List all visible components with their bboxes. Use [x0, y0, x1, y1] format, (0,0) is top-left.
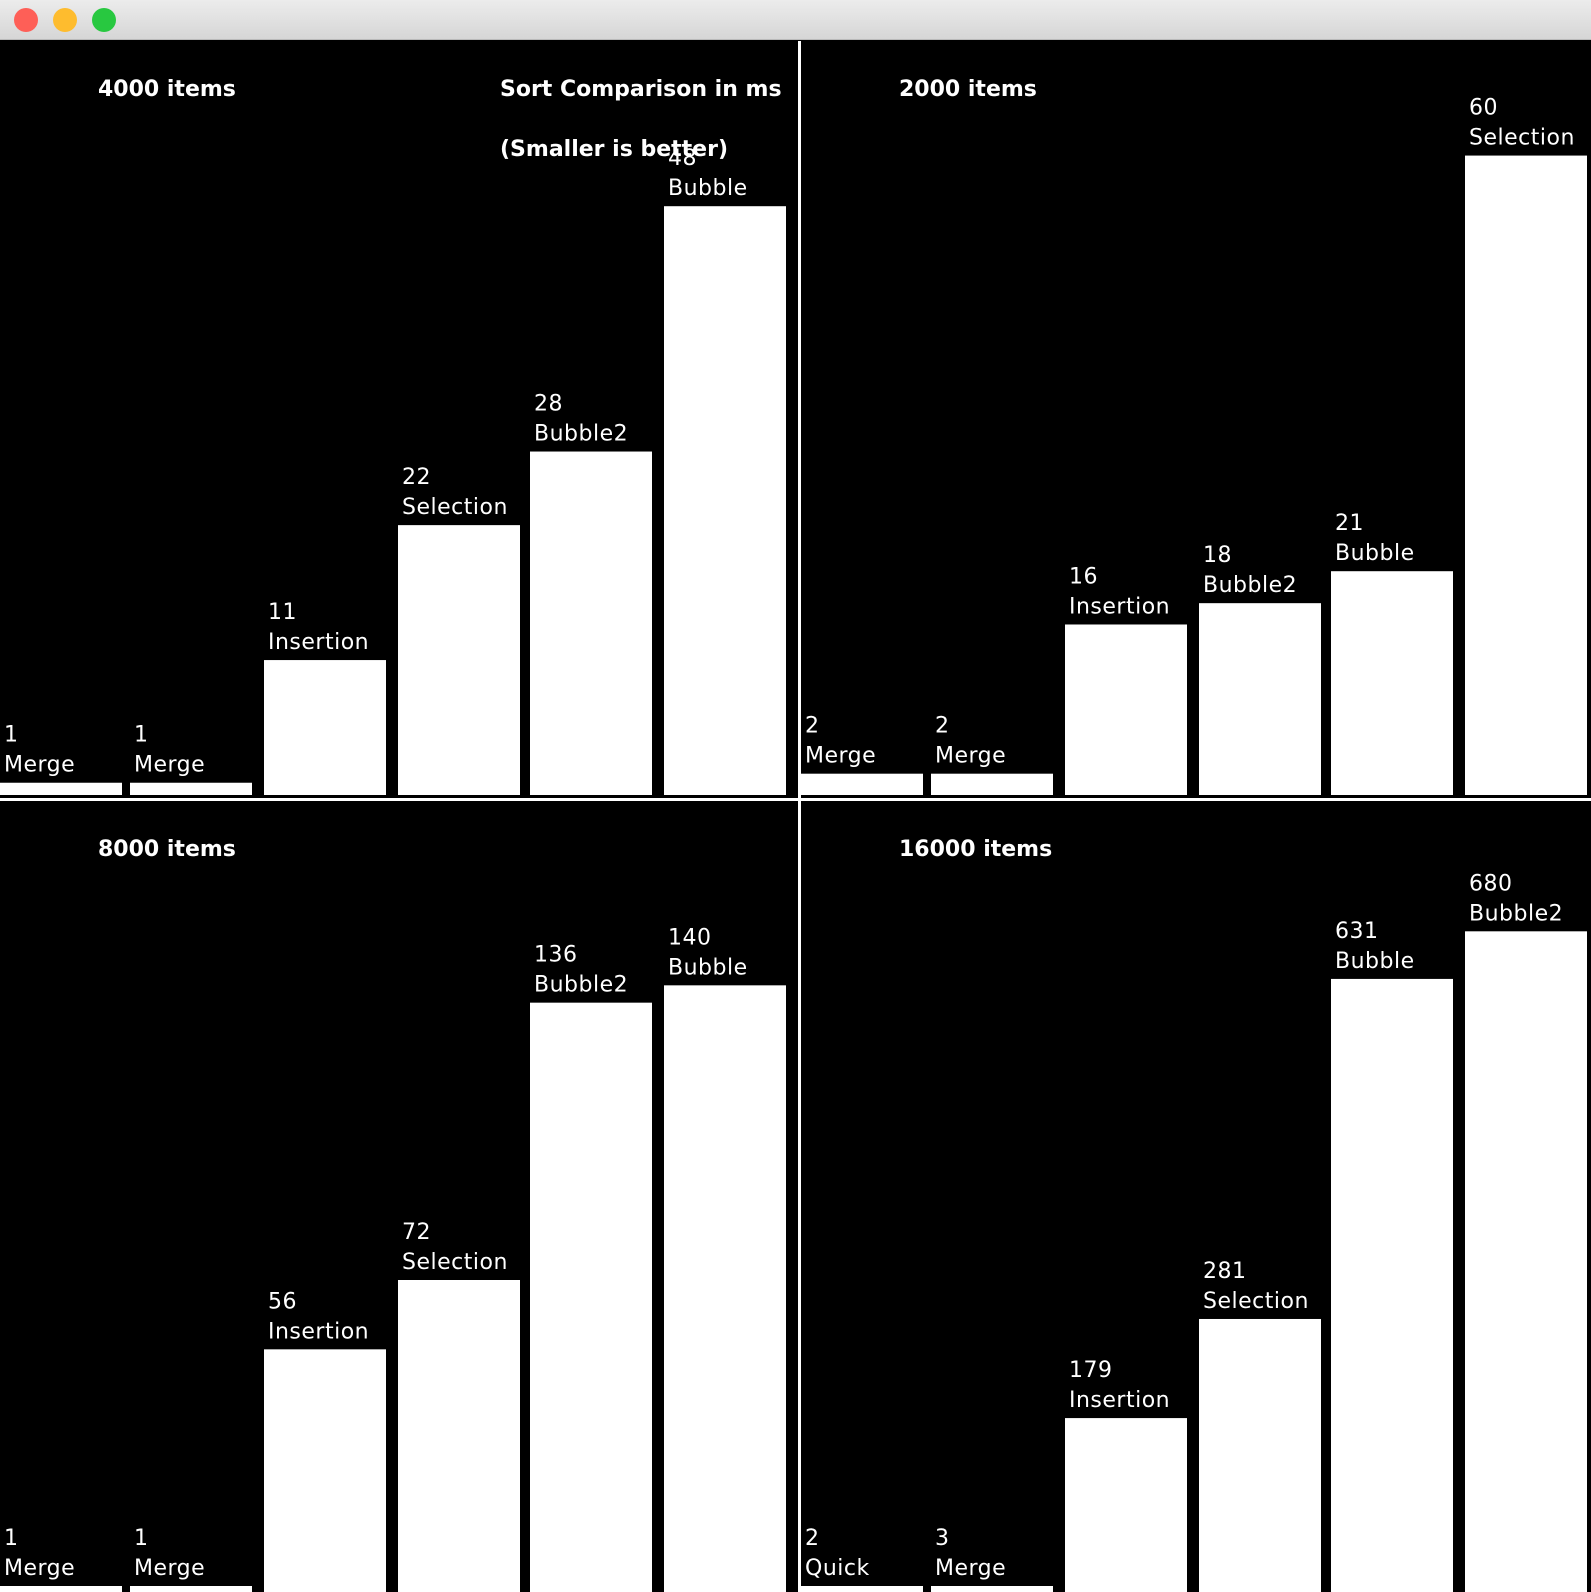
- bar-category-label: Bubble2: [1203, 573, 1297, 598]
- chart-panel-8000: 8000 items 1 Merge 1 Merge 56 Insertion 72 Selec…: [0, 801, 798, 1592]
- bar-quick: [801, 1586, 923, 1592]
- bar-category-label: Selection: [1469, 126, 1575, 151]
- maximize-window-button[interactable]: [92, 8, 116, 32]
- close-window-button[interactable]: [14, 8, 38, 32]
- bar-value-label: 48: [668, 146, 697, 171]
- bar-bubble2: [530, 451, 652, 795]
- bar-merge: [0, 1586, 122, 1592]
- bar-category-label: Bubble: [668, 176, 748, 201]
- bar-value-label: 179: [1069, 1358, 1113, 1383]
- bar-value-label: 2: [935, 714, 950, 739]
- bar-merge: [931, 773, 1053, 795]
- chart-canvas: [0, 41, 1591, 1592]
- chart-panel-16000: 16000 items 2 Quick 3 Merge 179 Insertion 281 Se…: [801, 801, 1591, 1592]
- bar-category-label: Merge: [134, 753, 205, 778]
- bar-value-label: 18: [1203, 543, 1232, 568]
- bar-value-label: 281: [1203, 1259, 1247, 1284]
- bar-category-label: Selection: [1203, 1289, 1309, 1314]
- chart-title: 8000 items: [98, 837, 236, 862]
- chart-4000-svg: 4000 items 1 Merge 1 Merge 11 Insertion 22 Selec…: [0, 77, 786, 795]
- bar-value-label: 140: [668, 925, 712, 950]
- bar-category-label: Merge: [935, 1556, 1006, 1581]
- bar-category-label: Merge: [4, 753, 75, 778]
- vertical-divider: [798, 41, 801, 1592]
- chart-title: 4000 items: [98, 77, 236, 102]
- bar-bubble: [664, 985, 786, 1592]
- bar-value-label: 22: [402, 465, 431, 490]
- bar-value-label: 2: [805, 1526, 820, 1551]
- bar-merge: [931, 1586, 1053, 1592]
- chart-8000-svg: 8000 items 1 Merge 1 Merge 56 Insertion 72 Selec…: [0, 837, 786, 1592]
- bar-bubble: [1331, 571, 1453, 795]
- bar-value-label: 136: [534, 943, 578, 968]
- bar-value-label: 1: [4, 1526, 19, 1551]
- bar-selection: [1199, 1318, 1321, 1592]
- bar-category-label: Quick: [805, 1556, 870, 1581]
- bar-category-label: Merge: [4, 1556, 75, 1581]
- chart-panel-4000: 4000 items 1 Merge 1 Merge 11 Insertion 22 Selec…: [0, 41, 798, 798]
- bar-value-label: 1: [4, 723, 19, 748]
- bar-category-label: Bubble: [1335, 949, 1415, 974]
- bar-category-label: Merge: [805, 744, 876, 769]
- bar-merge: [0, 782, 122, 795]
- bar-insertion: [264, 1349, 386, 1592]
- bar-category-label: Bubble: [668, 955, 748, 980]
- bar-selection: [398, 525, 520, 795]
- chart-title: 16000 items: [899, 837, 1052, 862]
- bar-category-label: Insertion: [1069, 1388, 1170, 1413]
- bar-merge: [130, 1586, 252, 1592]
- bar-category-label: Merge: [134, 1556, 205, 1581]
- bar-category-label: Bubble2: [1469, 901, 1563, 926]
- bar-value-label: 11: [268, 600, 297, 625]
- bar-category-label: Insertion: [268, 1319, 369, 1344]
- chart-panel-2000: 2000 items 2 Merge 2 Merge 16 Insertion 18 Bubbl…: [801, 41, 1591, 798]
- bar-value-label: 16: [1069, 564, 1098, 589]
- bar-bubble2: [1199, 603, 1321, 795]
- bar-value-label: 680: [1469, 871, 1513, 896]
- bar-category-label: Bubble: [1335, 541, 1415, 566]
- chart-subheading: (Smaller is better): [500, 137, 728, 162]
- bar-category-label: Insertion: [1069, 594, 1170, 619]
- chart-16000-svg: 16000 items 2 Quick 3 Merge 179 Insertion 281 Se…: [801, 837, 1587, 1592]
- bar-bubble2: [1465, 931, 1587, 1592]
- bar-value-label: 2: [805, 714, 820, 739]
- bar-value-label: 56: [268, 1289, 297, 1314]
- bar-value-label: 1: [134, 1526, 149, 1551]
- bar-category-label: Selection: [402, 495, 508, 520]
- bar-category-label: Merge: [935, 744, 1006, 769]
- chart-title: 2000 items: [899, 77, 1037, 102]
- bar-value-label: 60: [1469, 96, 1498, 121]
- horizontal-divider: [0, 798, 1591, 801]
- chart-heading: Sort Comparison in ms: [500, 77, 782, 102]
- bar-bubble: [664, 206, 786, 795]
- bar-selection: [1465, 155, 1587, 796]
- bar-category-label: Bubble2: [534, 422, 628, 447]
- bar-insertion: [264, 660, 386, 795]
- minimize-window-button[interactable]: [53, 8, 77, 32]
- bar-insertion: [1065, 624, 1187, 795]
- bar-value-label: 28: [534, 392, 563, 417]
- bar-value-label: 631: [1335, 919, 1379, 944]
- bar-merge: [801, 773, 923, 795]
- bar-category-label: Selection: [402, 1250, 508, 1275]
- bar-value-label: 3: [935, 1526, 950, 1551]
- bar-insertion: [1065, 1418, 1187, 1592]
- bar-selection: [398, 1280, 520, 1592]
- window-titlebar: [0, 0, 1591, 40]
- bar-merge: [130, 782, 252, 795]
- bar-value-label: 1: [134, 723, 149, 748]
- bar-category-label: Bubble2: [534, 973, 628, 998]
- bar-bubble: [1331, 978, 1453, 1592]
- bar-value-label: 21: [1335, 511, 1364, 536]
- bar-category-label: Insertion: [268, 630, 369, 655]
- bar-bubble2: [530, 1002, 652, 1592]
- chart-2000-svg: 2000 items 2 Merge 2 Merge 16 Insertion 18 Bubbl…: [801, 77, 1587, 796]
- bar-value-label: 72: [402, 1220, 431, 1245]
